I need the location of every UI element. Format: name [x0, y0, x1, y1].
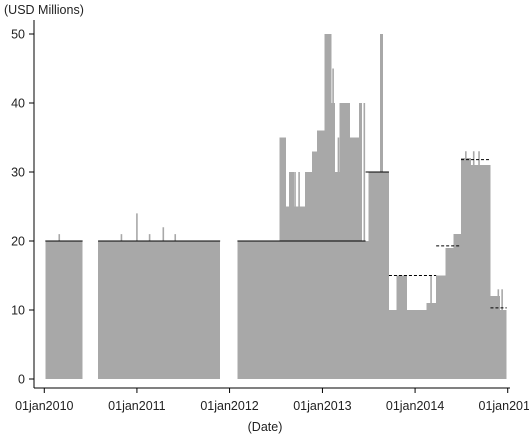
bar-block-5 — [288, 172, 294, 379]
bar-block-8 — [311, 151, 317, 379]
bar-block-28 — [471, 165, 491, 379]
bar-block-21 — [396, 275, 408, 379]
bar-block-2 — [237, 241, 280, 379]
y-tick-label: 20 — [11, 235, 25, 249]
axes — [33, 20, 510, 389]
y-axis-ticks: 0 10 20 30 40 50 — [11, 28, 34, 387]
bar-block-14 — [350, 137, 359, 379]
x-tick-label: 01jan2011 — [108, 399, 166, 413]
y-axis-title: (USD Millions) — [4, 3, 84, 17]
bar-block-9 — [316, 130, 325, 379]
bar-block-18 — [379, 34, 384, 379]
bar-block-22 — [407, 310, 427, 379]
x-tick-label: 01jan2013 — [293, 399, 351, 413]
bar-block-10 — [324, 34, 332, 379]
bar-block-19 — [383, 172, 389, 379]
bar-block-0 — [45, 241, 83, 379]
x-axis-title: (Date) — [248, 420, 283, 434]
bar-block-3 — [279, 137, 286, 379]
y-tick-label: 10 — [11, 304, 25, 318]
bar-block-25 — [445, 247, 454, 379]
y-tick-label: 30 — [11, 166, 25, 180]
y-tick-label: 0 — [18, 373, 25, 387]
bar-block-20 — [388, 310, 397, 379]
bar-block-1 — [98, 241, 221, 379]
bar-block-4 — [285, 206, 289, 379]
bar-block-12 — [335, 172, 340, 379]
y-tick-label: 50 — [11, 28, 25, 42]
x-tick-label: 01jan2012 — [200, 399, 258, 413]
bar-block-26 — [453, 234, 462, 379]
x-tick-label: 01jan2010 — [15, 399, 73, 413]
bar-block-7 — [305, 172, 312, 379]
bar-block-30 — [499, 310, 507, 379]
x-tick-label: 01jan2014 — [386, 399, 444, 413]
x-axis-ticks: 01jan2010 01jan2011 01jan2012 01jan2013 01ja… — [15, 388, 529, 413]
bar-block-24 — [436, 275, 446, 379]
bar-block-17 — [368, 172, 380, 379]
spike-series — [58, 68, 503, 379]
y-tick-label: 40 — [11, 97, 25, 111]
bar-series — [45, 34, 507, 379]
reference-line-series — [45, 159, 507, 309]
x-tick-label: 01jan2015 — [479, 399, 529, 413]
